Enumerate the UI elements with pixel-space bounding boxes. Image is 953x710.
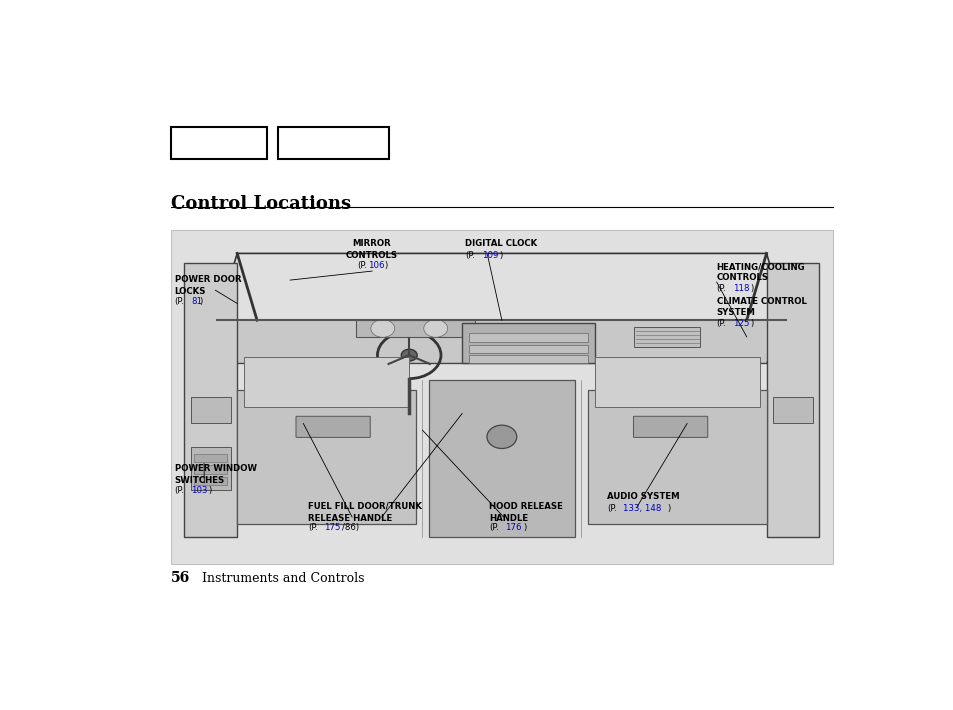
Text: (P.: (P. — [606, 503, 617, 513]
Text: POWER WINDOW: POWER WINDOW — [174, 464, 256, 474]
Text: (P.: (P. — [488, 523, 498, 532]
Polygon shape — [244, 357, 409, 407]
Text: 175: 175 — [324, 523, 340, 532]
Text: Control Locations: Control Locations — [171, 195, 351, 212]
FancyBboxPatch shape — [295, 416, 370, 437]
Text: ): ) — [498, 251, 502, 260]
Text: 133, 148: 133, 148 — [623, 503, 661, 513]
Text: 109: 109 — [481, 251, 497, 260]
Text: 125: 125 — [732, 319, 749, 328]
FancyBboxPatch shape — [633, 416, 707, 437]
Text: (P.: (P. — [716, 319, 725, 328]
Text: ): ) — [750, 284, 753, 293]
Text: FUEL FILL DOOR/TRUNK: FUEL FILL DOOR/TRUNK — [308, 501, 421, 510]
Polygon shape — [217, 320, 785, 364]
Bar — [634, 327, 700, 346]
Text: MIRROR: MIRROR — [353, 239, 391, 248]
Text: HEATING/COOLING: HEATING/COOLING — [716, 262, 804, 271]
Circle shape — [401, 349, 416, 361]
Text: CONTROLS: CONTROLS — [716, 273, 768, 282]
Polygon shape — [772, 397, 812, 423]
Text: HANDLE: HANDLE — [488, 513, 528, 523]
Bar — [468, 355, 587, 364]
Text: CLIMATE CONTROL: CLIMATE CONTROL — [716, 297, 805, 306]
Text: (P.: (P. — [174, 297, 184, 305]
Text: DIGITAL CLOCK: DIGITAL CLOCK — [465, 239, 537, 248]
Text: LOCKS: LOCKS — [174, 287, 206, 295]
Text: 118: 118 — [732, 284, 749, 293]
Ellipse shape — [486, 425, 517, 449]
Text: ): ) — [209, 486, 212, 496]
Text: ): ) — [383, 261, 387, 270]
Bar — [171, 127, 267, 159]
Bar — [468, 334, 587, 342]
Bar — [278, 127, 389, 159]
Text: (P.: (P. — [465, 251, 475, 260]
Text: (P.: (P. — [174, 486, 184, 496]
Bar — [461, 324, 594, 364]
Text: 106: 106 — [368, 261, 384, 270]
Bar — [194, 454, 227, 462]
Text: ): ) — [522, 523, 526, 532]
Polygon shape — [766, 283, 799, 300]
Polygon shape — [766, 263, 819, 537]
Text: ): ) — [667, 503, 670, 513]
Polygon shape — [587, 391, 766, 523]
Text: 56: 56 — [171, 572, 190, 586]
Polygon shape — [191, 397, 231, 423]
Text: RELEASE HANDLE: RELEASE HANDLE — [308, 513, 392, 523]
Text: POWER DOOR: POWER DOOR — [174, 275, 241, 284]
Bar — [171, 230, 832, 564]
Text: HOOD RELEASE: HOOD RELEASE — [488, 501, 562, 510]
Text: ): ) — [750, 319, 753, 328]
Polygon shape — [191, 447, 231, 490]
Circle shape — [423, 320, 447, 337]
Circle shape — [371, 320, 395, 337]
Polygon shape — [594, 357, 760, 407]
Polygon shape — [237, 391, 416, 523]
Text: /86): /86) — [341, 523, 358, 532]
Bar — [468, 345, 587, 354]
Text: SYSTEM: SYSTEM — [716, 308, 755, 317]
Text: (P.: (P. — [308, 523, 317, 532]
Polygon shape — [184, 263, 237, 537]
Text: Instruments and Controls: Instruments and Controls — [202, 572, 364, 586]
Text: (P.: (P. — [357, 261, 367, 270]
Text: ): ) — [199, 297, 203, 305]
Polygon shape — [429, 380, 574, 537]
Text: CONTROLS: CONTROLS — [346, 251, 397, 260]
Polygon shape — [204, 283, 237, 300]
Text: (P.: (P. — [716, 284, 725, 293]
Text: AUDIO SYSTEM: AUDIO SYSTEM — [606, 492, 679, 501]
Text: 176: 176 — [505, 523, 521, 532]
Bar — [194, 465, 227, 474]
Bar — [355, 320, 475, 337]
Bar — [194, 477, 227, 485]
Text: SWITCHES: SWITCHES — [174, 476, 225, 486]
Text: 81: 81 — [191, 297, 202, 305]
Text: 103: 103 — [191, 486, 207, 496]
